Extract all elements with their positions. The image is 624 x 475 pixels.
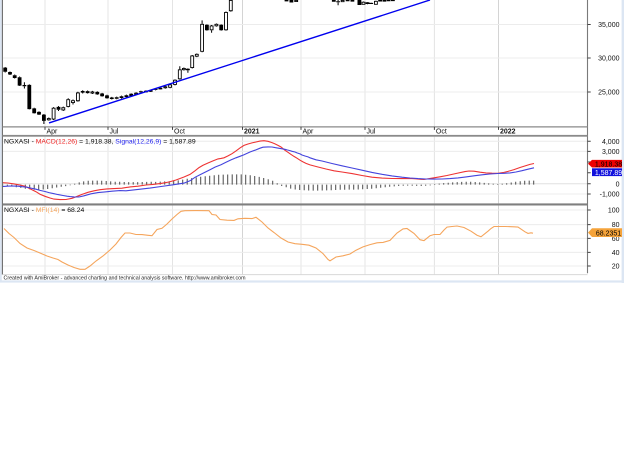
svg-text:3,000: 3,000: [602, 149, 620, 156]
svg-text:Oct: Oct: [174, 129, 185, 136]
svg-text:-1,000: -1,000: [600, 192, 620, 199]
svg-text:0: 0: [616, 181, 620, 188]
svg-text:Jul: Jul: [367, 129, 376, 136]
svg-text:100: 100: [608, 208, 620, 215]
svg-text:NGXASI - MFI(14) = 68.24: NGXASI - MFI(14) = 68.24: [4, 207, 85, 214]
svg-text:Apr: Apr: [47, 129, 59, 136]
svg-text:Created with AmiBroker - advan: Created with AmiBroker - advanced charti…: [4, 275, 247, 281]
svg-text:40: 40: [612, 250, 620, 257]
svg-text:Apr: Apr: [303, 129, 315, 136]
svg-text:2021: 2021: [244, 129, 260, 136]
svg-text:1,918.38: 1,918.38: [595, 161, 622, 168]
svg-text:80: 80: [612, 222, 620, 229]
svg-text:20: 20: [612, 264, 620, 271]
svg-text:2022: 2022: [500, 129, 516, 136]
svg-text:68.2351: 68.2351: [596, 230, 621, 237]
svg-text:NGXASI - MACD(12,26) = 1,918.3: NGXASI - MACD(12,26) = 1,918.38, Signal(…: [4, 139, 196, 146]
svg-text:Oct: Oct: [436, 129, 447, 136]
svg-text:30,000: 30,000: [598, 56, 620, 63]
svg-text:1,587.89: 1,587.89: [595, 170, 622, 177]
svg-text:35,000: 35,000: [598, 22, 620, 29]
svg-text:25,000: 25,000: [598, 90, 620, 97]
svg-text:4,000: 4,000: [602, 139, 620, 146]
svg-text:Jul: Jul: [110, 129, 119, 136]
svg-text:60: 60: [612, 236, 620, 243]
